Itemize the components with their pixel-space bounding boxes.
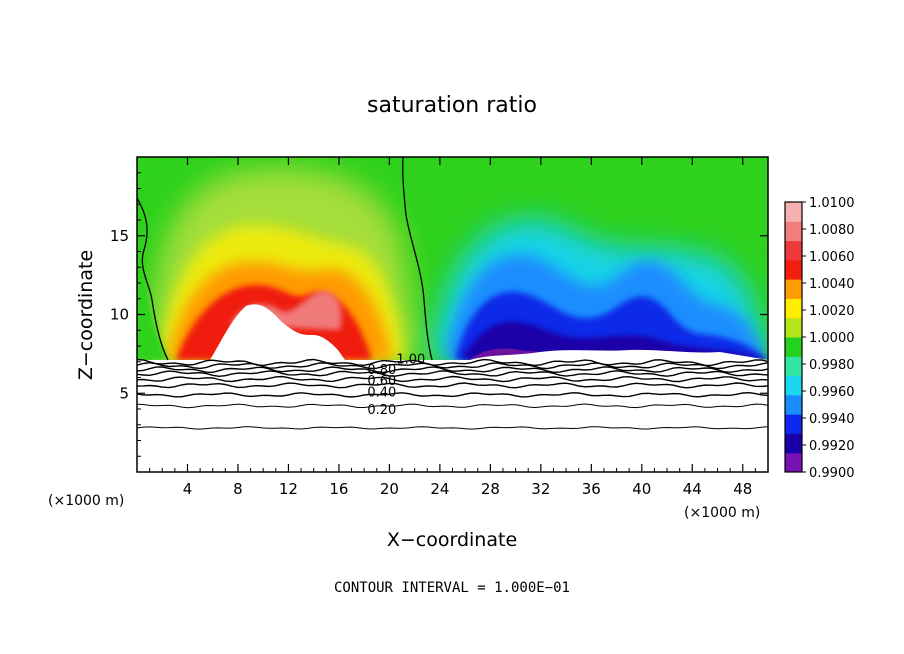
x-axis: 4 8 12 16 20 24 28 32 36 40 44 48 bbox=[149, 157, 756, 498]
x-tick-label: 20 bbox=[380, 480, 399, 498]
contour-line bbox=[137, 361, 768, 370]
x-axis-title: X−coordinate bbox=[387, 529, 517, 551]
contour-line bbox=[137, 403, 768, 409]
contour-label: 0.60 bbox=[367, 374, 396, 389]
colorbar-tick-label: 1.0080 bbox=[809, 223, 855, 238]
contour-line bbox=[137, 370, 768, 378]
colorbar-segment bbox=[785, 375, 802, 396]
colorbar-tick-label: 0.9920 bbox=[809, 439, 855, 454]
contour-line bbox=[137, 366, 768, 374]
colorbar-segment bbox=[785, 221, 802, 242]
colorbar-segment bbox=[785, 240, 802, 261]
colorbar-segment bbox=[785, 279, 802, 299]
contour-1-00-boundary bbox=[402, 157, 433, 361]
x-tick-label: 24 bbox=[430, 480, 449, 498]
colorbar-tick-label: 1.0060 bbox=[809, 250, 855, 265]
y-axis-title: Z−coordinate bbox=[75, 250, 97, 380]
colorbar-segment bbox=[785, 394, 802, 415]
supersaturated-plume bbox=[137, 157, 425, 360]
y-tick-label: 15 bbox=[110, 227, 129, 245]
y-tick-label: 10 bbox=[110, 306, 129, 324]
contour-line bbox=[137, 358, 768, 367]
colorbar-segment bbox=[785, 259, 802, 280]
field-heatmap bbox=[137, 157, 768, 472]
contour-label: 0.40 bbox=[367, 386, 396, 401]
x-tick-label: 8 bbox=[233, 480, 243, 498]
colorbar-tick-label: 0.9940 bbox=[809, 412, 855, 427]
contour-lines bbox=[137, 358, 768, 430]
contour-label: 0.80 bbox=[367, 363, 396, 378]
contour-line bbox=[137, 391, 768, 398]
contour-label: 1.00 bbox=[396, 353, 425, 368]
chart-title: saturation ratio bbox=[367, 93, 537, 118]
contour-labels: 0.20 0.400.600.801.00 bbox=[367, 353, 425, 418]
colorbar-tick-label: 1.0100 bbox=[809, 196, 855, 211]
x-tick-label: 36 bbox=[582, 480, 601, 498]
contour-line bbox=[137, 382, 768, 389]
colorbar-segment bbox=[785, 356, 802, 377]
x-unit-left: (×1000 m) bbox=[48, 493, 124, 509]
colorbar-segment bbox=[785, 452, 802, 473]
colorbar-segment bbox=[785, 317, 802, 338]
y-tick-label: 5 bbox=[119, 384, 129, 402]
colorbar-tick-label: 1.0040 bbox=[809, 277, 855, 292]
x-tick-label: 28 bbox=[481, 480, 500, 498]
x-tick-label: 12 bbox=[279, 480, 298, 498]
x-tick-label: 32 bbox=[531, 480, 550, 498]
contour-label: 0.20 bbox=[367, 403, 396, 418]
x-tick-label: 44 bbox=[683, 480, 702, 498]
colorbar-segment bbox=[785, 414, 802, 434]
colorbar-tick-label: 0.9900 bbox=[809, 466, 855, 481]
x-tick-label: 16 bbox=[329, 480, 348, 498]
colorbar-segment bbox=[785, 433, 802, 454]
x-unit-right: (×1000 m) bbox=[684, 505, 760, 521]
contour-left-edge bbox=[137, 197, 169, 361]
colorbar-tick-label: 1.0020 bbox=[809, 304, 855, 319]
x-tick-label: 4 bbox=[183, 480, 193, 498]
colorbar-tick-label: 1.0000 bbox=[809, 331, 855, 346]
colorbar-segment bbox=[785, 202, 802, 222]
contour-line bbox=[137, 426, 768, 430]
colorbar-segment bbox=[785, 337, 802, 357]
contour-interval-footer: CONTOUR INTERVAL = 1.000E−01 bbox=[334, 580, 570, 596]
x-tick-label: 48 bbox=[733, 480, 752, 498]
x-tick-label: 40 bbox=[632, 480, 651, 498]
y-axis: 5 10 15 bbox=[110, 172, 768, 457]
colorbar-segment bbox=[785, 298, 802, 319]
subsaturated-band bbox=[430, 219, 768, 360]
colorbar-tick-label: 0.9960 bbox=[809, 385, 855, 400]
contour-line bbox=[137, 375, 768, 383]
colorbar: 0.9900 0.9920 0.9940 0.9960 0.9980 1.0000 1.00… bbox=[784, 196, 855, 481]
colorbar-tick-label: 0.9980 bbox=[809, 358, 855, 373]
